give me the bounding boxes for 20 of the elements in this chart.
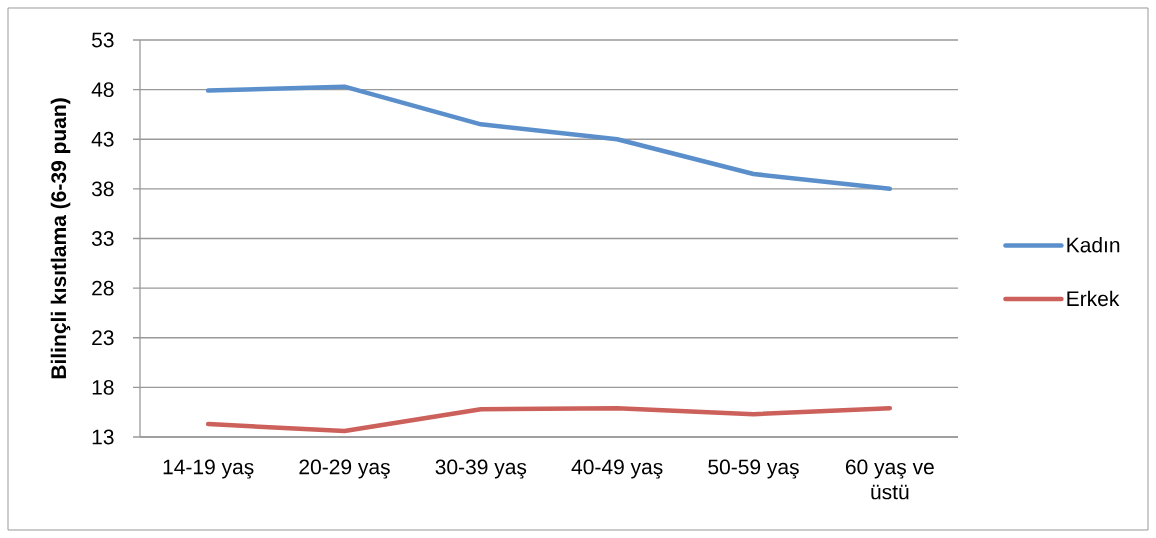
y-axis-title: Bilinçli kısıtlama (6-39 puan) xyxy=(50,98,71,379)
y-tick-label: 23 xyxy=(92,330,114,346)
y-tick-label: 33 xyxy=(91,231,114,246)
y-tick-label: 38 xyxy=(91,181,114,197)
x-tick-label: 14-19 yaş xyxy=(163,459,254,479)
x-tick-label: 60 yaş ve üstü xyxy=(845,459,934,500)
x-tick-label: 20-29 yaş xyxy=(299,459,390,479)
y-tick-label: 18 xyxy=(92,379,114,395)
y-tick-label: 28 xyxy=(92,280,114,296)
y-tick-label: 13 xyxy=(92,429,114,445)
y-tick-label: 53 xyxy=(91,32,114,48)
legend-label: Kadın xyxy=(1067,237,1120,253)
x-tick-label: 50-59 yaş xyxy=(708,459,799,479)
y-tick-label: 48 xyxy=(91,82,114,98)
legend-label: Erkek xyxy=(1067,290,1120,307)
line-series xyxy=(205,405,893,434)
x-tick-label: 40-49 yaş xyxy=(571,459,663,479)
x-tick-label: 30-39 yaş xyxy=(435,459,527,479)
line-series xyxy=(205,84,893,192)
y-tick-label: 43 xyxy=(91,131,114,147)
